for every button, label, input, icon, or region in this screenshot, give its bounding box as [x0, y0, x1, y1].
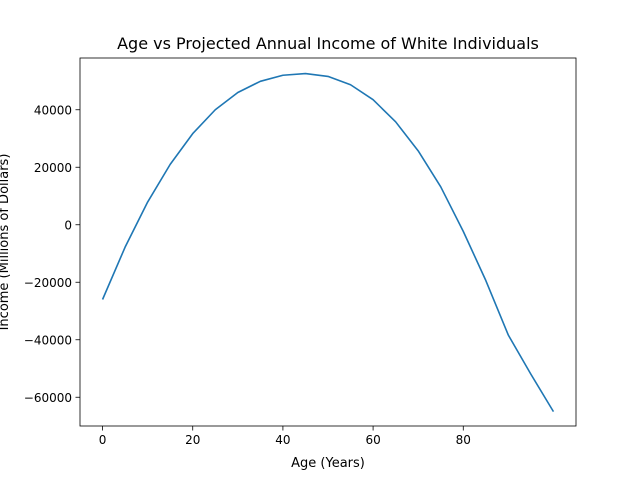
y-tick-label: 40000	[34, 103, 72, 117]
chart-title: Age vs Projected Annual Income of White …	[117, 34, 539, 53]
y-tick-label: −20000	[24, 276, 72, 290]
y-tick-label: 0	[64, 218, 72, 232]
y-tick-label: −60000	[24, 391, 72, 405]
y-tick-label: 20000	[34, 161, 72, 175]
plot-area-frame	[79, 57, 577, 427]
y-tick-label: −40000	[24, 333, 72, 347]
y-axis-label: Income (Millions of Dollars)	[0, 154, 12, 331]
series-line-0	[101, 72, 555, 413]
x-axis-label: Age (Years)	[291, 456, 365, 471]
x-tick-label: 0	[99, 433, 107, 447]
x-tick-label: 80	[456, 433, 471, 447]
x-tick-label: 40	[275, 433, 290, 447]
x-tick-label: 60	[365, 433, 380, 447]
x-tick-label: 20	[185, 433, 200, 447]
